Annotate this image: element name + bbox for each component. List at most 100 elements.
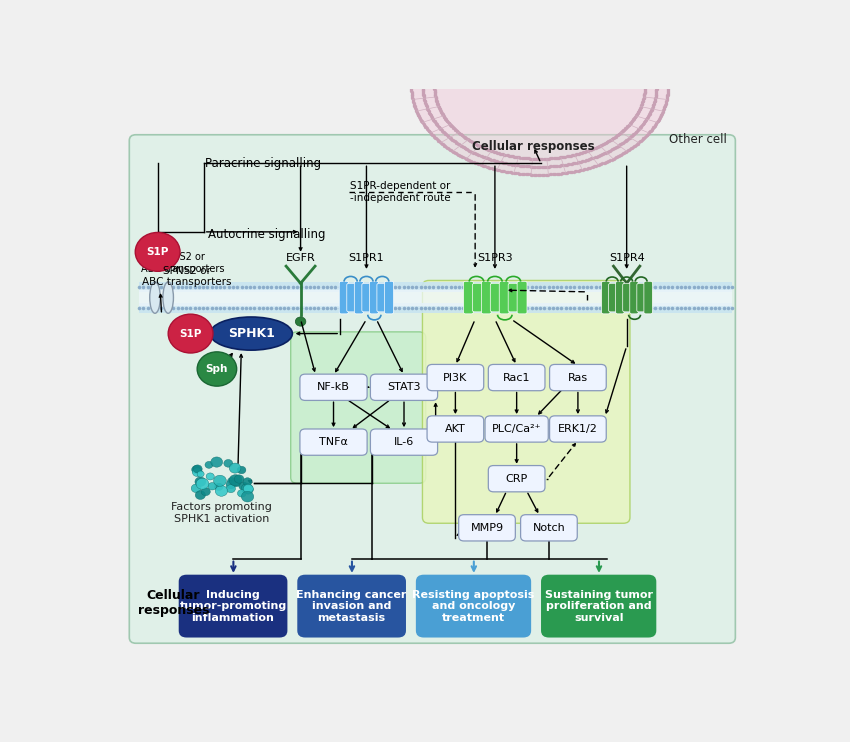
Circle shape	[241, 484, 252, 493]
Circle shape	[191, 465, 201, 473]
Circle shape	[231, 479, 241, 487]
FancyBboxPatch shape	[370, 281, 378, 314]
Circle shape	[226, 485, 235, 493]
FancyBboxPatch shape	[347, 283, 356, 312]
Text: Inducing
tumor-promoting
inflammation: Inducing tumor-promoting inflammation	[179, 589, 286, 623]
Text: SPNS2 or
ABC transporters: SPNS2 or ABC transporters	[140, 252, 224, 274]
FancyBboxPatch shape	[499, 281, 509, 314]
Circle shape	[241, 491, 254, 502]
Text: S1PR3: S1PR3	[477, 252, 513, 263]
Circle shape	[196, 479, 209, 489]
Circle shape	[191, 484, 201, 493]
Circle shape	[213, 475, 226, 486]
FancyBboxPatch shape	[550, 364, 606, 391]
FancyBboxPatch shape	[637, 283, 645, 312]
Circle shape	[197, 352, 236, 386]
Circle shape	[228, 478, 235, 485]
Text: Sustaining tumor
proliferation and
survival: Sustaining tumor proliferation and survi…	[545, 589, 653, 623]
FancyBboxPatch shape	[615, 281, 624, 314]
Text: S1PR4: S1PR4	[609, 252, 644, 263]
Circle shape	[192, 467, 202, 476]
Text: STAT3: STAT3	[388, 382, 421, 393]
Text: AKT: AKT	[445, 424, 466, 434]
Circle shape	[230, 463, 241, 473]
Text: Enhancing cancer
invasion and
metastasis: Enhancing cancer invasion and metastasis	[297, 589, 407, 623]
Circle shape	[226, 480, 235, 489]
Text: Factors promoting
SPHK1 activation: Factors promoting SPHK1 activation	[171, 502, 272, 524]
FancyBboxPatch shape	[630, 281, 638, 314]
Circle shape	[197, 471, 204, 477]
Circle shape	[201, 487, 210, 496]
Text: IL-6: IL-6	[394, 437, 414, 447]
Ellipse shape	[150, 282, 161, 313]
Text: S1P: S1P	[146, 247, 169, 257]
Text: MMP9: MMP9	[470, 523, 503, 533]
Circle shape	[207, 473, 214, 480]
FancyBboxPatch shape	[459, 515, 515, 541]
FancyBboxPatch shape	[300, 374, 367, 401]
FancyBboxPatch shape	[473, 283, 482, 312]
Circle shape	[239, 482, 248, 490]
Circle shape	[193, 465, 202, 473]
FancyBboxPatch shape	[300, 429, 367, 456]
FancyBboxPatch shape	[362, 283, 371, 312]
FancyBboxPatch shape	[354, 281, 364, 314]
FancyBboxPatch shape	[520, 515, 577, 541]
Bar	[139, 289, 732, 306]
FancyBboxPatch shape	[416, 574, 531, 637]
Circle shape	[168, 314, 213, 353]
Circle shape	[237, 466, 246, 473]
FancyBboxPatch shape	[384, 281, 394, 314]
FancyBboxPatch shape	[371, 429, 438, 456]
Text: NF-kB: NF-kB	[317, 382, 350, 393]
Text: TNFα: TNFα	[319, 437, 348, 447]
Circle shape	[195, 477, 206, 487]
Text: Other cell: Other cell	[670, 133, 728, 146]
Text: Cellular responses: Cellular responses	[472, 139, 594, 153]
Circle shape	[235, 475, 244, 483]
FancyBboxPatch shape	[427, 364, 484, 391]
Text: PLC/Ca²⁺: PLC/Ca²⁺	[492, 424, 541, 434]
FancyBboxPatch shape	[488, 364, 545, 391]
FancyBboxPatch shape	[463, 281, 473, 314]
Text: S1PR-dependent or
-independent route: S1PR-dependent or -independent route	[350, 181, 450, 203]
Circle shape	[211, 457, 223, 467]
Circle shape	[295, 317, 306, 326]
Text: Autocrine signalling: Autocrine signalling	[208, 229, 326, 241]
Text: SPNS2 or
ABC transporters: SPNS2 or ABC transporters	[143, 266, 232, 287]
Bar	[139, 287, 732, 308]
FancyBboxPatch shape	[517, 281, 527, 314]
Circle shape	[196, 490, 206, 499]
Text: S1P: S1P	[179, 329, 201, 338]
FancyBboxPatch shape	[481, 281, 491, 314]
Text: Sph: Sph	[206, 364, 228, 374]
Circle shape	[230, 475, 242, 486]
Text: CRP: CRP	[506, 473, 528, 484]
FancyBboxPatch shape	[129, 135, 735, 643]
Text: Rac1: Rac1	[503, 372, 530, 383]
FancyBboxPatch shape	[644, 281, 653, 314]
Ellipse shape	[210, 317, 292, 350]
FancyBboxPatch shape	[602, 281, 610, 314]
FancyBboxPatch shape	[427, 416, 484, 442]
Circle shape	[205, 462, 213, 468]
Text: PI3K: PI3K	[443, 372, 468, 383]
Circle shape	[208, 482, 217, 490]
Circle shape	[135, 232, 180, 272]
FancyBboxPatch shape	[422, 280, 630, 523]
FancyBboxPatch shape	[550, 416, 606, 442]
FancyBboxPatch shape	[339, 281, 348, 314]
FancyBboxPatch shape	[609, 283, 617, 312]
Circle shape	[243, 485, 253, 494]
Text: ERK1/2: ERK1/2	[558, 424, 598, 434]
Text: Cellular
responses: Cellular responses	[138, 589, 209, 617]
Bar	[139, 282, 732, 292]
Ellipse shape	[163, 282, 173, 313]
Circle shape	[224, 459, 233, 467]
Text: EGFR: EGFR	[286, 252, 315, 263]
Text: Notch: Notch	[533, 523, 565, 533]
Circle shape	[215, 485, 228, 496]
FancyBboxPatch shape	[623, 283, 632, 312]
Text: Ras: Ras	[568, 372, 588, 383]
Circle shape	[237, 490, 246, 497]
